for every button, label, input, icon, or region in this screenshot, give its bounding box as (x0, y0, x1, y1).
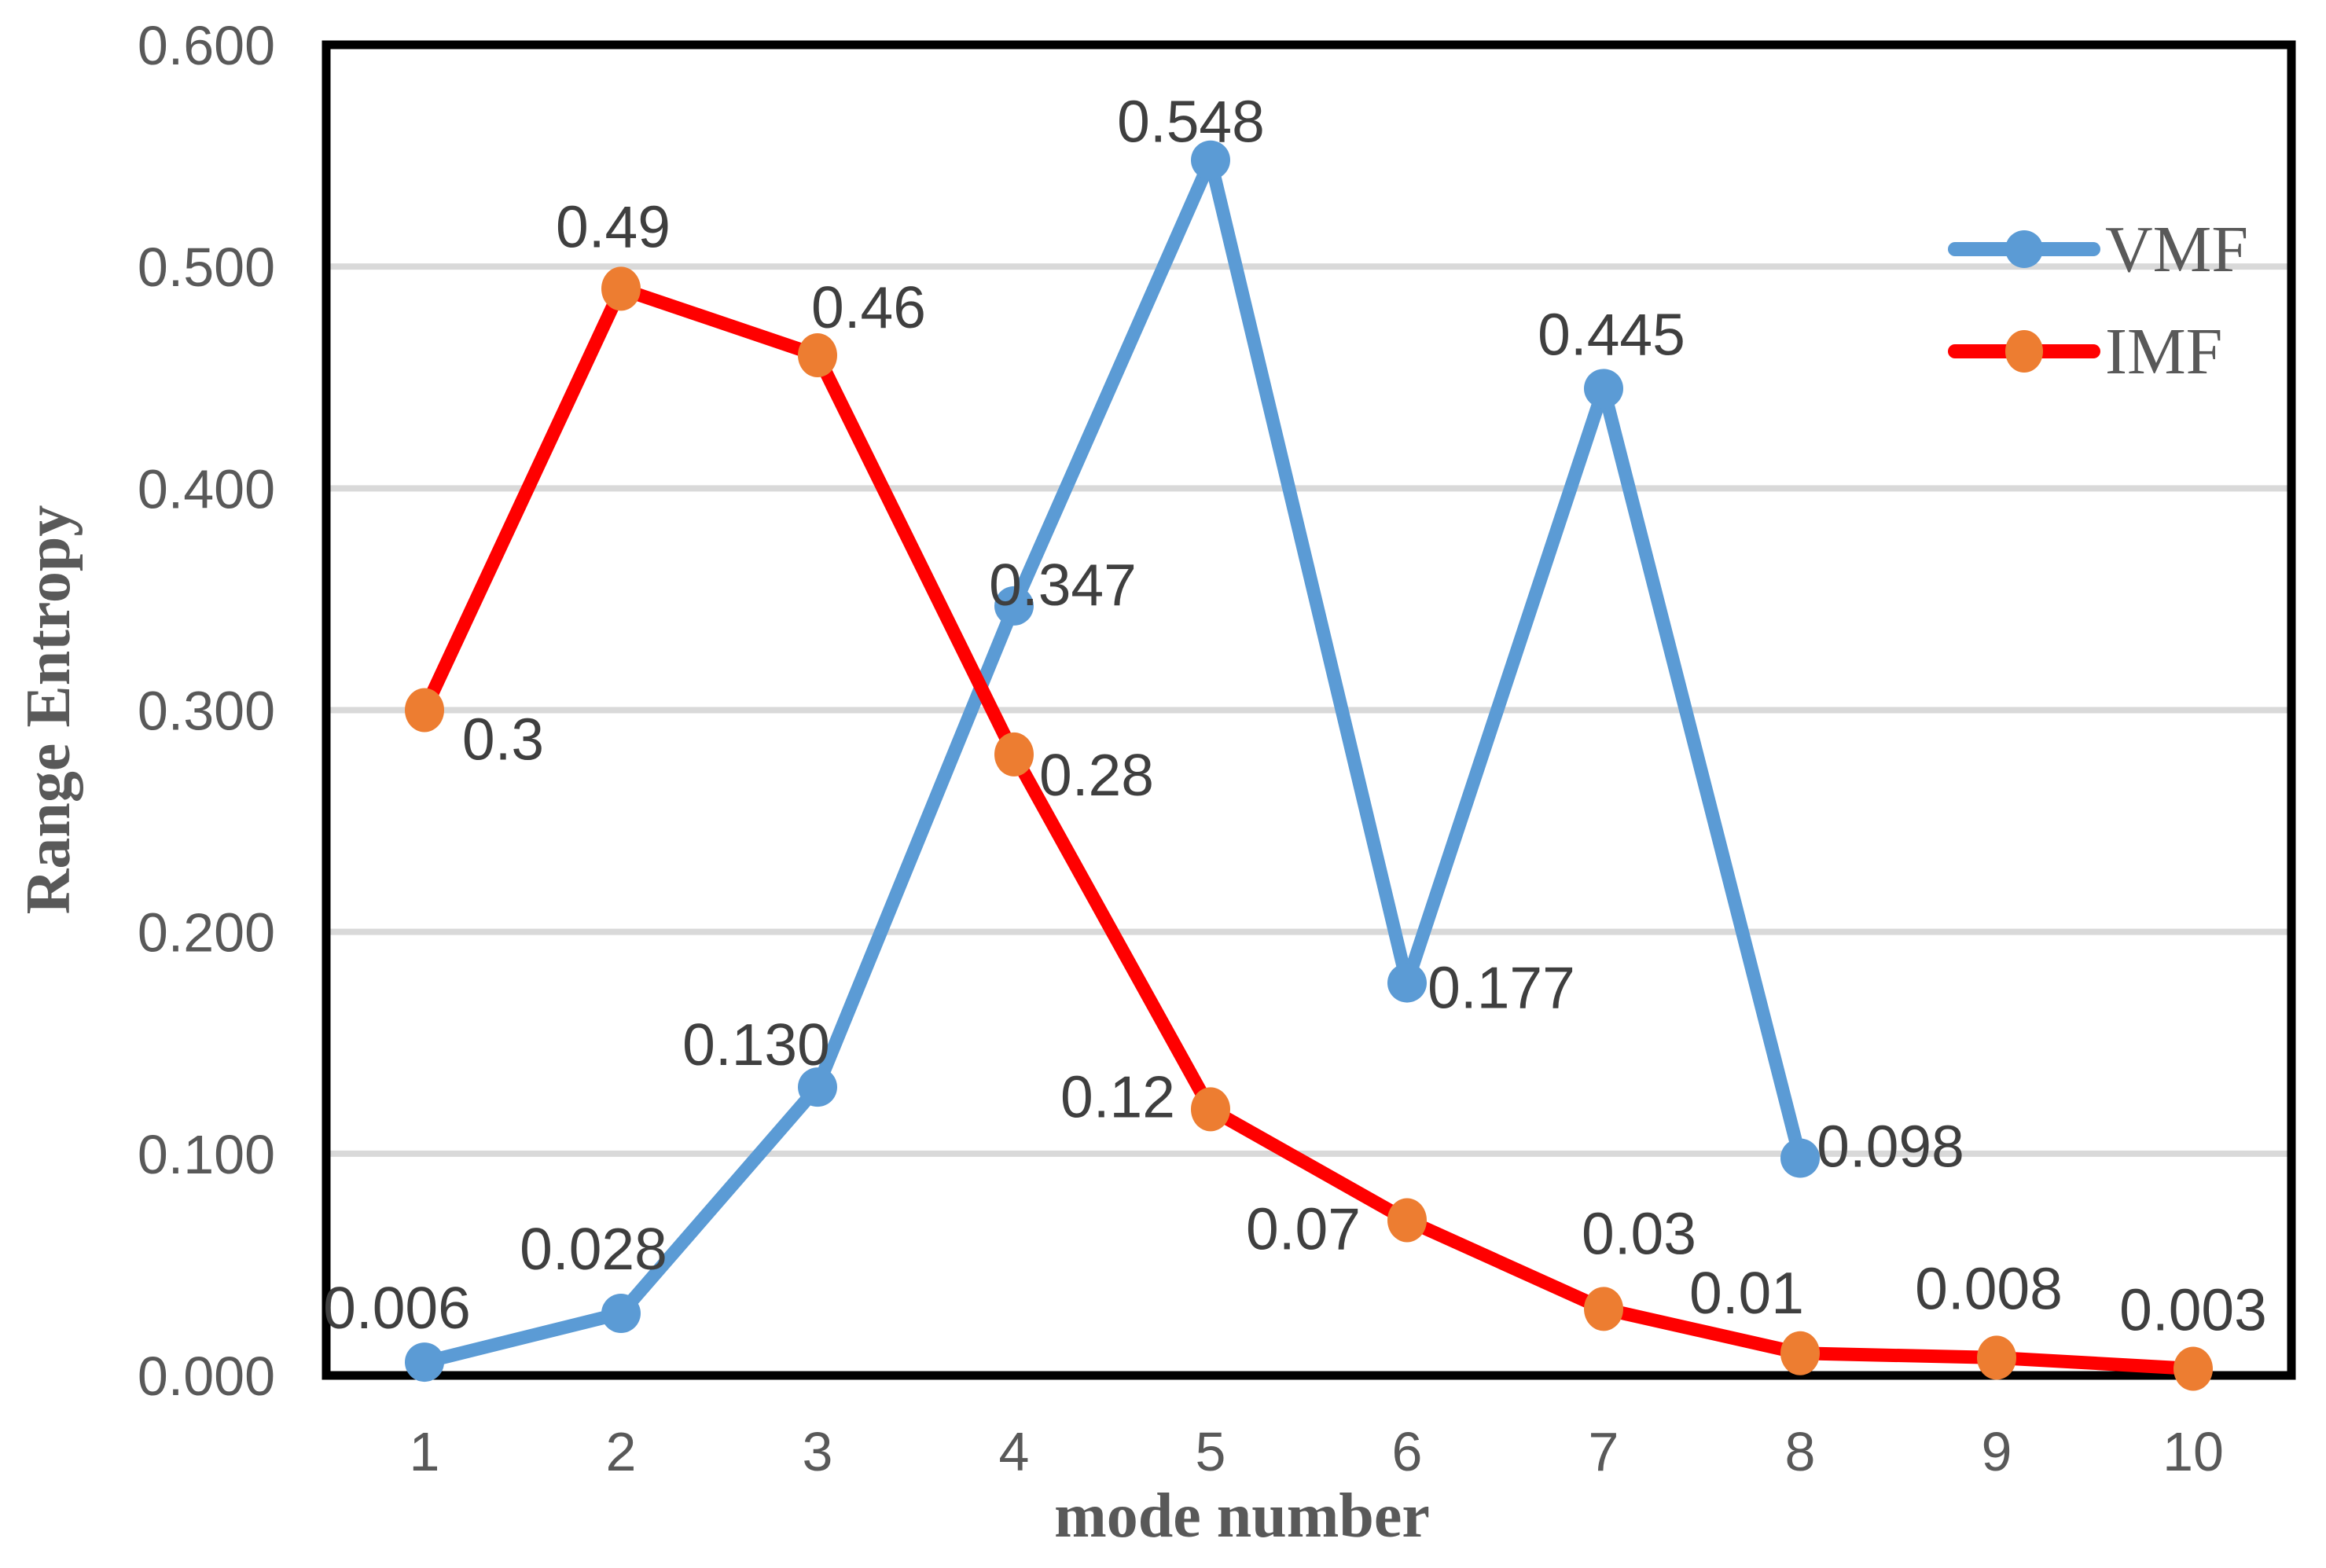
x-tick-6: 6 (1392, 1421, 1423, 1482)
y-tick-0.100: 0.100 (138, 1124, 275, 1185)
imf-marker-5 (1191, 1087, 1230, 1132)
vmf-marker-1 (405, 1342, 444, 1383)
y-axis-tick-labels: 0.000 0.100 0.200 0.300 0.400 0.500 0.600 (138, 15, 275, 1407)
x-tick-9: 9 (1982, 1421, 2012, 1482)
y-tick-0.500: 0.500 (138, 237, 275, 298)
plot-frame (322, 40, 2296, 1380)
vmf-legend-label: VMF (2105, 213, 2248, 286)
y-axis-title: Range Entropy (14, 505, 83, 915)
imf-marker-6 (1387, 1198, 1427, 1243)
vmf-data-label-2: 0.028 (520, 1216, 667, 1282)
imf-marker-10 (2174, 1346, 2213, 1391)
y-tick-0.300: 0.300 (138, 681, 275, 742)
imf-marker-7 (1584, 1287, 1623, 1331)
vmf-data-label-6: 0.177 (1428, 955, 1575, 1021)
x-tick-1: 1 (410, 1421, 440, 1482)
vmf-data-label-8: 0.098 (1817, 1113, 1964, 1179)
x-tick-8: 8 (1785, 1421, 1816, 1482)
imf-data-label-5: 0.12 (1060, 1063, 1175, 1129)
y-tick-0.600: 0.600 (138, 15, 275, 76)
imf-data-label-1: 0.3 (462, 707, 544, 773)
y-tick-0.400: 0.400 (138, 458, 275, 520)
vmf-data-label-4: 0.347 (989, 552, 1137, 618)
imf-data-label-2: 0.49 (556, 193, 671, 259)
imf-data-label-7: 0.03 (1582, 1200, 1696, 1266)
imf-line (417, 281, 2200, 1376)
vmf-data-label-7: 0.445 (1538, 301, 1685, 367)
x-axis-tick-labels: 1 2 3 4 5 6 7 8 9 10 (410, 1421, 2224, 1482)
imf-data-label-9: 0.008 (1915, 1255, 2063, 1321)
y-tick-0.200: 0.200 (138, 902, 275, 964)
x-tick-10: 10 (2162, 1421, 2224, 1482)
vmf-marker-3 (798, 1067, 837, 1107)
imf-marker-3 (798, 333, 837, 378)
imf-data-label-6: 0.07 (1246, 1195, 1361, 1261)
imf-marker-1 (405, 688, 444, 733)
vmf-marker-5 (1191, 140, 1230, 180)
vmf-data-label-3: 0.130 (682, 1012, 830, 1078)
vmf-data-label-1: 0.006 (323, 1275, 471, 1341)
imf-data-label-4: 0.28 (1039, 742, 1154, 808)
legend: VMF IMF (1948, 213, 2248, 388)
imf-legend-marker-icon (2005, 330, 2043, 373)
imf-marker-9 (1977, 1335, 2016, 1380)
x-tick-7: 7 (1589, 1421, 1619, 1482)
imf-marker-8 (1780, 1331, 1820, 1375)
y-tick-0.000: 0.000 (138, 1346, 275, 1407)
imf-data-label-8: 0.01 (1689, 1260, 1804, 1326)
vmf-marker-6 (1387, 963, 1427, 1003)
imf-data-label-3: 0.46 (811, 274, 926, 340)
series-layer: 0.006 0.028 0.130 0.347 0.548 0.177 0.445 0.098… (323, 89, 2267, 1391)
x-tick-2: 2 (606, 1421, 637, 1482)
imf-marker-4 (994, 732, 1034, 777)
x-tick-3: 3 (803, 1421, 833, 1482)
imf-data-label-10: 0.003 (2119, 1277, 2267, 1343)
vmf-marker-2 (601, 1293, 641, 1333)
vmf-marker-8 (1780, 1138, 1820, 1178)
vmf-line (417, 153, 1807, 1369)
vmf-data-label-5: 0.548 (1117, 89, 1265, 155)
gridlines (326, 263, 2291, 1157)
vmf-legend-marker-icon (2005, 230, 2043, 268)
x-tick-4: 4 (999, 1421, 1030, 1482)
vmf-marker-7 (1584, 369, 1623, 409)
x-tick-5: 5 (1196, 1421, 1226, 1482)
vmf-marker-4 (994, 586, 1034, 626)
x-axis-title: mode number (1054, 1482, 1430, 1551)
imf-legend-label: IMF (2105, 315, 2222, 388)
imf-marker-2 (601, 266, 641, 311)
